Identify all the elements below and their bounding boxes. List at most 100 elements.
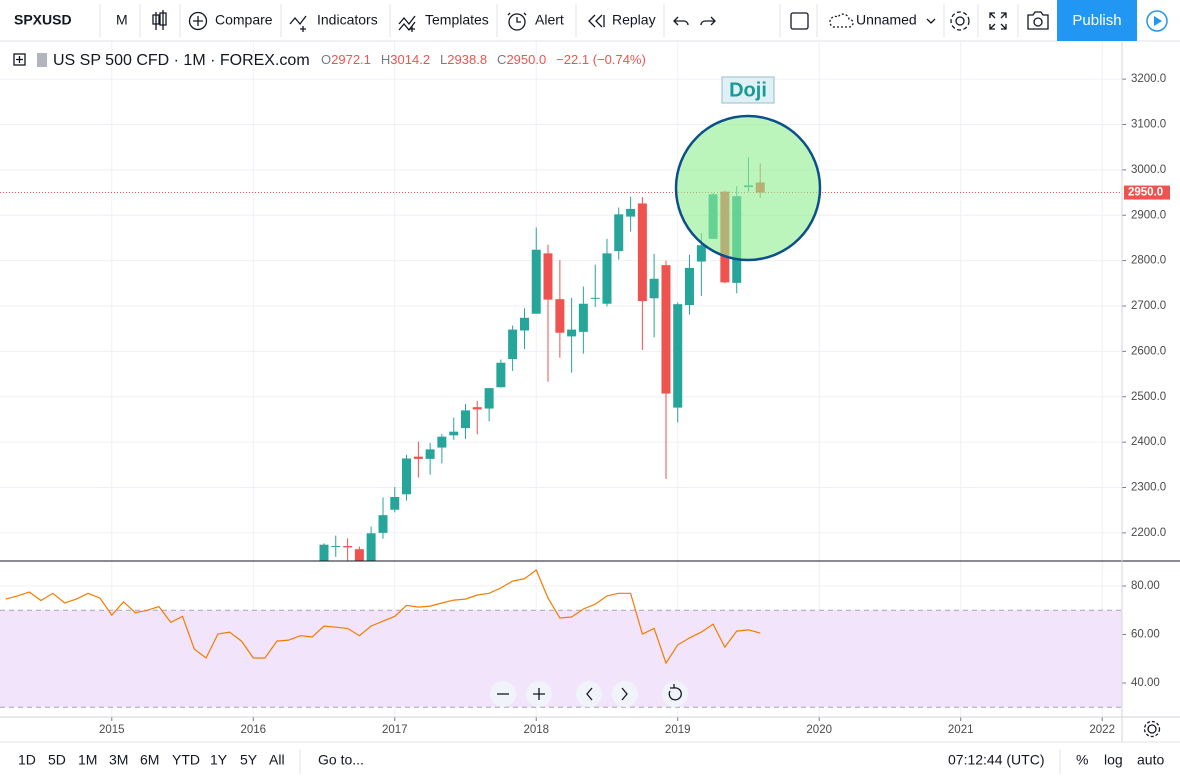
candle-body	[354, 549, 364, 561]
x-tick-label: 2015	[99, 724, 125, 736]
candle-body	[484, 388, 494, 409]
axis-settings-gear	[1143, 720, 1161, 738]
layout-name[interactable]: Unnamed	[856, 12, 917, 28]
interval-button[interactable]: M	[116, 12, 128, 28]
indicators-icon[interactable]	[289, 15, 307, 32]
y-tick-label: 3100.0	[1131, 119, 1166, 131]
auto-toggle[interactable]: auto	[1137, 752, 1164, 768]
compare-icon[interactable]	[188, 11, 208, 31]
doji-label-box	[721, 76, 775, 104]
symbol-search[interactable]: SPXUSD	[14, 12, 72, 28]
candle-body	[319, 544, 329, 561]
rsi-pane	[0, 569, 1122, 708]
replay-button[interactable]: Replay	[612, 12, 656, 28]
rsi-line	[5, 569, 761, 665]
ohlc-change: −22.1 (−0.74%)	[556, 52, 646, 67]
candle-body	[460, 410, 470, 429]
chart-type-icon[interactable]	[152, 10, 167, 30]
fullscreen-icon[interactable]	[989, 12, 1007, 30]
candle-body	[519, 317, 529, 331]
x-tick-label: 2016	[240, 724, 266, 736]
range-button[interactable]: YTD	[172, 752, 200, 768]
candle-body	[390, 497, 400, 510]
range-button[interactable]: 1M	[78, 752, 97, 768]
candle-body	[496, 362, 506, 388]
range-button[interactable]: 3M	[109, 752, 128, 768]
y-tick-label: 2200.0	[1131, 527, 1166, 539]
ohlc-value: 2938.8	[447, 52, 487, 67]
ohlc-key: C	[497, 52, 506, 67]
publish-button[interactable]: Publish	[1072, 12, 1121, 29]
scroll-left-button[interactable]	[576, 681, 602, 707]
candle-body	[590, 297, 600, 299]
settings-icon[interactable]	[955, 16, 965, 26]
goto-button[interactable]: Go to...	[318, 752, 364, 768]
flag-icon	[37, 53, 47, 67]
y-tick-label: 60.00	[1131, 629, 1160, 641]
compare-icon-plus	[193, 16, 203, 26]
templates-button[interactable]: Templates	[425, 12, 489, 28]
stream-icon[interactable]	[1146, 10, 1168, 32]
y-tick-label: 40.00	[1131, 677, 1160, 689]
log-toggle[interactable]: log	[1104, 752, 1123, 768]
y-tick-label: 2500.0	[1131, 391, 1166, 403]
alert-button[interactable]: Alert	[535, 12, 564, 28]
y-tick-label: 80.00	[1131, 580, 1160, 592]
candle-body	[661, 265, 671, 394]
ohlc-legend: O2972.1 H3014.2 L2938.8 C2950.0 −22.1 (−0.74…	[321, 52, 646, 67]
x-tick-label: 2022	[1089, 724, 1115, 736]
y-tick-label: 2900.0	[1131, 209, 1166, 221]
cloud-icon	[829, 13, 854, 28]
scroll-right-icon	[621, 687, 628, 701]
indicators-button[interactable]: Indicators	[317, 12, 378, 28]
ohlc-key: O	[321, 52, 331, 67]
publish-button-bg[interactable]	[1057, 0, 1137, 41]
y-tick-label: 2300.0	[1131, 482, 1166, 494]
y-tick-label: 2800.0	[1131, 255, 1166, 267]
clock: 07:12:44 (UTC)	[948, 752, 1044, 768]
range-button[interactable]: 5D	[48, 752, 66, 768]
range-button[interactable]: 1Y	[210, 752, 228, 768]
reset-button[interactable]	[662, 681, 688, 707]
navigation-buttons	[490, 681, 688, 707]
redo-icon[interactable]	[700, 16, 716, 26]
zoom-in-icon	[533, 688, 545, 700]
snapshot-icon[interactable]	[1027, 11, 1049, 30]
x-tick-label: 2021	[948, 724, 974, 736]
candle-body	[343, 546, 353, 548]
axis-settings-icon[interactable]	[1147, 724, 1157, 734]
candle-body	[578, 303, 588, 332]
candle-body	[696, 245, 706, 262]
undo-icon[interactable]	[673, 16, 689, 26]
range-button[interactable]: 5Y	[240, 752, 258, 768]
expand-icon[interactable]	[13, 53, 26, 66]
fullscreen-mode-icon[interactable]	[790, 12, 809, 30]
bottom-bar	[0, 742, 1180, 783]
expand-icon-plus	[16, 56, 23, 63]
instrument-title[interactable]: US SP 500 CFD · 1M · FOREX.com	[53, 52, 310, 69]
range-button[interactable]: All	[269, 752, 285, 768]
rsi-band	[0, 610, 1122, 708]
range-button[interactable]: 6M	[140, 752, 159, 768]
y-tick-label: 2400.0	[1131, 436, 1166, 448]
percent-toggle[interactable]: %	[1076, 752, 1088, 768]
reset-icon	[668, 684, 682, 701]
range-button[interactable]: 1D	[18, 752, 36, 768]
templates-icon[interactable]	[398, 15, 416, 32]
layout-dropdown-icon[interactable]	[926, 18, 936, 24]
scroll-right-button[interactable]	[612, 681, 638, 707]
last-price-label: 2950.0	[1128, 187, 1163, 199]
doji-label: Doji	[729, 79, 767, 101]
range-buttons: 1D 5D 1M 3M 6M YTD 1Y 5Y All	[18, 752, 285, 768]
x-tick-label: 2017	[382, 724, 408, 736]
snapshot-lens	[1033, 17, 1043, 27]
alert-icon[interactable]	[508, 13, 526, 31]
candle-body	[449, 431, 459, 436]
replay-icon[interactable]	[588, 14, 605, 28]
candle-body	[543, 253, 553, 300]
candle-body	[401, 458, 411, 495]
candle-body	[508, 329, 518, 360]
ohlc-value: 2950.0	[506, 52, 546, 67]
settings-icon-gear	[950, 11, 970, 31]
compare-button[interactable]: Compare	[215, 12, 273, 28]
